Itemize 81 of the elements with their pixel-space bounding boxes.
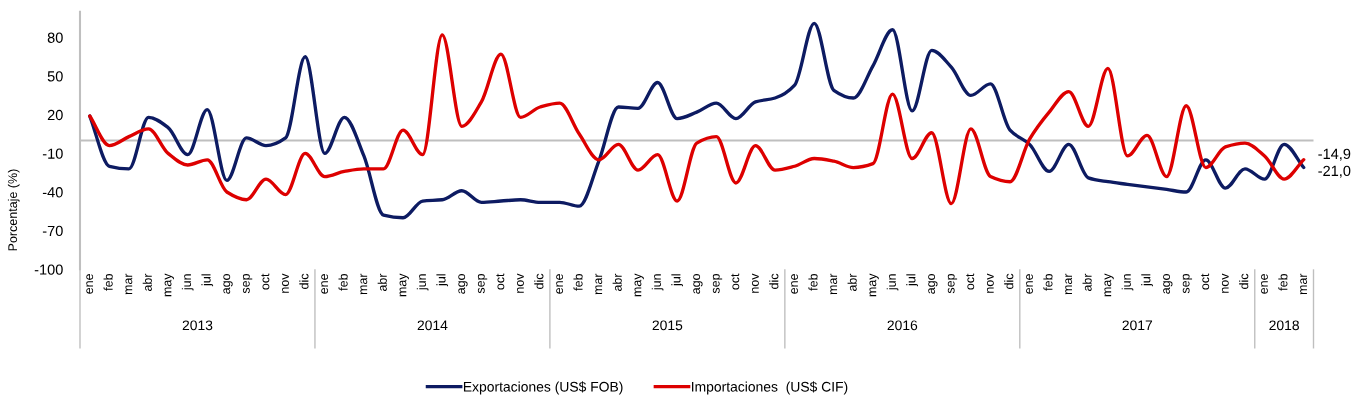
x-tick-label: nov [1221,273,1229,293]
x-tick-label: sep [1182,273,1193,294]
x-tick-label: ago [693,273,703,294]
data-label: -14,9 [1318,148,1351,161]
y-tick-label: 50 [47,71,63,82]
x-tick-label: jun [1121,274,1134,291]
x-tick-label: jul [436,274,449,287]
x-tick-label: abr [847,273,857,291]
y-tick-label: -70 [42,225,63,237]
x-tick-label: sep [712,273,723,294]
y-tick-label: 20 [47,109,63,121]
x-tick-label: may [399,273,409,297]
x-tick-label: jun [651,274,664,291]
x-tick-label: mar [1300,273,1308,295]
x-tick-label: may [1104,273,1114,297]
x-tick-label: abr [142,273,152,291]
x-tick-label: may [164,273,174,297]
y-axis-title: Porcentaje (%) [7,169,20,251]
x-tick-label: nov [282,273,289,293]
legend-label: Exportaciones (US$ FOB) [463,381,623,395]
x-tick-label: ago [1163,273,1173,294]
x-tick-label: dic [534,273,544,289]
x-tick-label: mar [595,273,603,295]
x-tick-label: ene [791,274,798,294]
y-tick-label: -100 [34,264,63,275]
y-tick-label: -10 [42,148,63,159]
x-tick-label: oct [1200,273,1210,290]
x-tick-label: feb [573,273,583,291]
text: 2018 [1269,320,1299,331]
x-tick-label: jun [886,274,899,291]
x-tick-label: mar [125,273,133,295]
data-label: -21,0 [1318,165,1351,178]
x-tick-label: jul [201,274,214,287]
x-tick-label: feb [808,273,818,291]
x-tick-label: dic [769,273,779,289]
x-tick-label: jul [671,274,683,287]
x-tick-label: sep [242,273,253,294]
x-tick-label: dic [299,273,309,289]
x-tick-label: jun [416,274,429,291]
x-tick-label: mar [360,273,368,295]
x-tick-label: oct [261,273,270,290]
x-tick-label: ene [556,274,564,294]
x-tick-label: ene [321,274,329,294]
x-tick-label: oct [731,273,740,290]
text: 2014 [417,320,448,331]
x-tick-label: dic [1004,273,1014,289]
x-tick-label: feb [1278,273,1288,291]
x-tick-label: sep [477,273,488,294]
x-tick-label: jul [906,274,918,287]
x-tick-label: oct [496,273,505,290]
x-tick-label: ene [1261,274,1268,294]
x-tick-label: sep [947,273,958,294]
x-tick-label: nov [986,273,994,293]
x-tick-label: ago [223,273,233,294]
x-tick-label: feb [1043,273,1053,291]
x-tick-label: ago [928,273,938,294]
x-tick-label: nov [751,273,759,293]
text: 2015 [652,320,683,331]
x-tick-label: dic [1239,273,1249,289]
legend-label: Importaciones (US$ CIF) [692,381,848,395]
x-tick-label: jun [181,274,194,291]
x-tick-label: abr [1082,273,1092,291]
x-tick-label: ene [86,274,94,294]
x-tick-label: mar [830,273,838,295]
x-tick-label: abr [377,273,387,291]
x-tick-label: feb [103,273,113,291]
x-tick-label: jul [1141,274,1153,287]
y-tick-label: -40 [42,187,63,198]
x-tick-label: mar [1065,273,1073,295]
text: 2013 [182,320,213,331]
x-tick-label: feb [338,273,348,291]
x-tick-label: may [869,273,879,297]
text: 2017 [1122,320,1153,331]
x-tick-label: ene [1026,274,1033,294]
x-tick-label: ago [458,273,468,294]
x-tick-label: abr [612,273,622,291]
x-tick-label: oct [966,273,975,290]
x-tick-label: nov [517,273,524,293]
y-tick-label: 80 [47,32,63,43]
text: 2016 [887,320,918,331]
x-tick-label: may [634,273,644,297]
